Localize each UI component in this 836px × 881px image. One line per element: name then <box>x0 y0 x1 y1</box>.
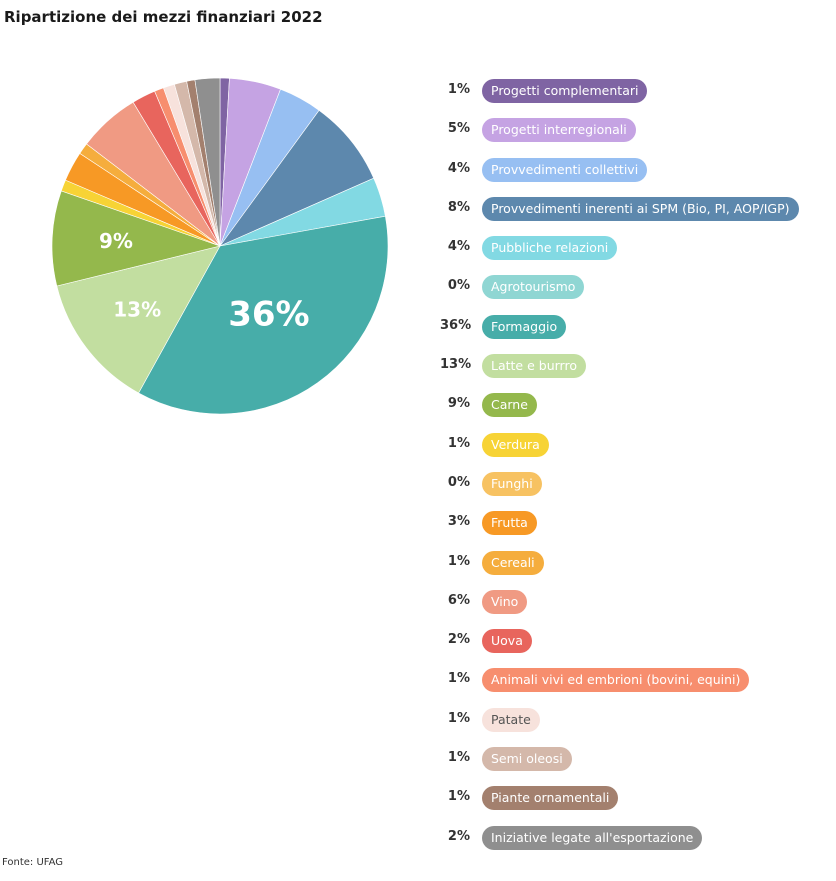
legend-percent: 1% <box>447 82 470 97</box>
legend-item-patate: 1% Patate <box>440 707 830 746</box>
legend-label: Provvedimenti collettivi <box>482 157 648 182</box>
legend-percent: 0% <box>447 474 470 490</box>
legend: 1% Progetti complementari 5% Progetti inter… <box>440 78 830 864</box>
legend-percent: 8% <box>447 199 470 215</box>
legend-label: Piante ornamentali <box>482 786 619 811</box>
legend-percent: 5% <box>447 121 470 137</box>
legend-percent: 9% <box>447 396 470 412</box>
legend-percent: 1% <box>447 789 470 805</box>
legend-percent: 1% <box>447 435 470 451</box>
legend-item-cereali: 1% Cereali <box>440 550 830 589</box>
legend-item-vino: 6% Vino <box>440 589 830 628</box>
legend-item-funghi: 0% Funghi <box>440 471 830 510</box>
legend-percent: 1% <box>447 553 470 569</box>
legend-label: Funghi <box>482 471 542 496</box>
legend-label: Pubbliche relazioni <box>482 236 618 261</box>
legend-item-agrotourismo: 0% Agrotourismo <box>440 274 830 313</box>
pie-label-formaggio: 36% <box>228 294 309 334</box>
legend-label: Provvedimenti inerenti ai SPM (Bio, PI, … <box>482 196 799 221</box>
legend-percent: 4% <box>447 160 470 176</box>
legend-item-uova: 2% Uova <box>440 628 830 667</box>
legend-percent: 3% <box>447 514 470 530</box>
legend-percent: 4% <box>447 239 470 255</box>
legend-item-progetti-complementari: 1% Progetti complementari <box>440 78 830 117</box>
legend-label: Animali vivi ed embrioni (bovini, equini… <box>482 668 750 693</box>
legend-label: Cereali <box>482 550 544 575</box>
legend-item-provvedimenti-collettivi: 4% Provvedimenti collettivi <box>440 157 830 196</box>
legend-item-latte-e-burrro: 13% Latte e burrro <box>440 353 830 392</box>
legend-label: Progetti complementari <box>482 79 648 103</box>
legend-percent: 1% <box>447 750 470 766</box>
chart-title: Ripartizione dei mezzi finanziari 2022 <box>4 8 323 26</box>
legend-percent: 1% <box>447 671 470 687</box>
legend-item-carne: 9% Carne <box>440 392 830 431</box>
pie-slice-latte-e-burrro <box>56 245 221 394</box>
legend-label: Verdura <box>482 432 549 457</box>
legend-label: Frutta <box>482 511 537 536</box>
legend-percent: 36% <box>440 317 472 333</box>
legend-item-frutta: 3% Frutta <box>440 510 830 549</box>
legend-item-provvedimenti-inerenti-ai-spm-bio-pi-aop-igp: 8% Provvedimenti inerenti ai SPM (Bio, PI… <box>440 196 830 235</box>
legend-label: Formaggio <box>482 314 567 339</box>
legend-label: Vino <box>482 589 528 614</box>
legend-item-verdura: 1% Verdura <box>440 432 830 471</box>
legend-percent: 13% <box>440 357 472 373</box>
pie-label-carne: 9% <box>99 229 133 253</box>
legend-label: Uova <box>482 629 532 654</box>
legend-item-piante-ornamentali: 1% Piante ornamentali <box>440 785 830 824</box>
pie-label-latte-e-burrro: 13% <box>113 297 161 321</box>
legend-label: Latte e burrro <box>482 354 586 379</box>
legend-item-iniziative-legate-all-esportazione: 2% Iniziative legate all'esportazione <box>440 825 830 864</box>
pie-slice-iniziative-legate-all-esportazione <box>194 77 221 247</box>
legend-percent: 6% <box>447 592 470 608</box>
legend-percent: 2% <box>447 632 470 648</box>
legend-percent: 2% <box>447 828 470 844</box>
legend-item-pubbliche-relazioni: 4% Pubbliche relazioni <box>440 235 830 274</box>
legend-label: Patate <box>482 707 540 732</box>
legend-item-progetti-interregionali: 5% Progetti interregionali <box>440 117 830 156</box>
legend-percent: 1% <box>447 710 470 726</box>
legend-label: Progetti interregionali <box>482 118 636 143</box>
legend-item-semi-oleosi: 1% Semi oleosi <box>440 746 830 785</box>
legend-label: Semi oleosi <box>482 747 572 772</box>
legend-label: Iniziative legate all'esportazione <box>482 825 703 850</box>
pie-slice-formaggio <box>138 215 389 415</box>
legend-item-animali-vivi-ed-embrioni-bovini-equini: 1% Animali vivi ed embrioni (bovini, equi… <box>440 667 830 706</box>
legend-label: Agrotourismo <box>482 275 585 300</box>
legend-percent: 0% <box>447 278 470 294</box>
pie-slice-carne <box>51 190 222 287</box>
source-note: Fonte: UFAG <box>2 857 64 868</box>
legend-label: Carne <box>482 393 537 418</box>
pie-slice-provvedimenti-inerenti-ai-spm-bio-pi-aop-igp <box>219 109 375 247</box>
legend-item-formaggio: 36% Formaggio <box>440 314 830 353</box>
